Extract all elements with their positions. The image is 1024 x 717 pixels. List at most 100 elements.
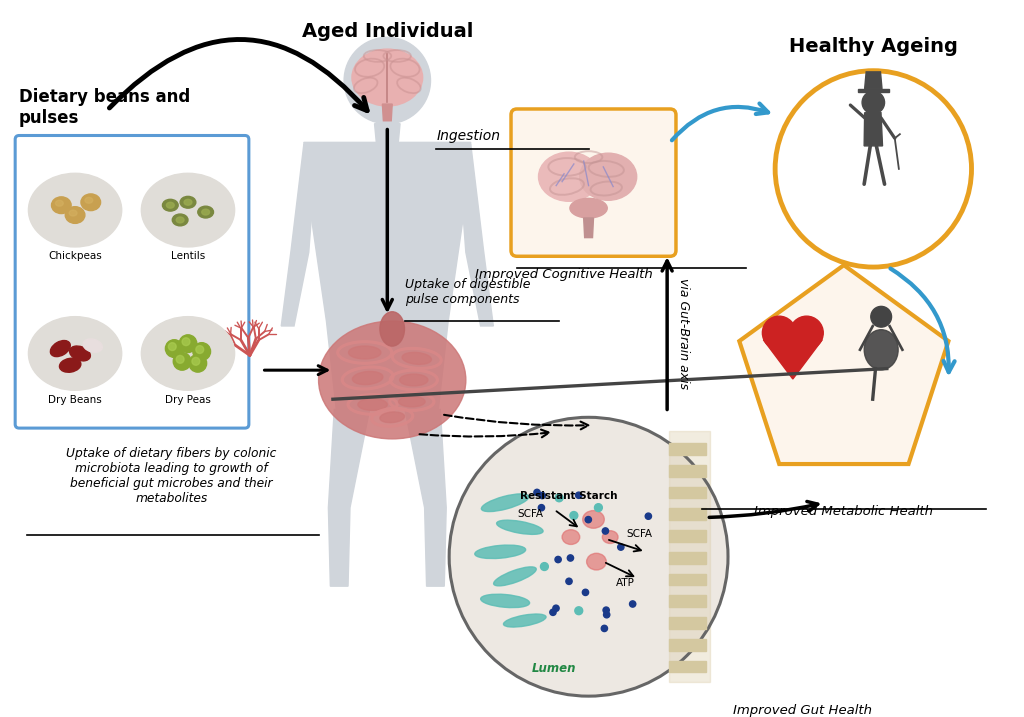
Polygon shape xyxy=(458,144,494,326)
Circle shape xyxy=(176,356,184,364)
Circle shape xyxy=(603,607,609,613)
Ellipse shape xyxy=(587,554,606,570)
Circle shape xyxy=(550,609,556,615)
Circle shape xyxy=(645,513,651,519)
Polygon shape xyxy=(404,409,446,587)
Circle shape xyxy=(555,556,561,563)
Text: Improved Metabolic Health: Improved Metabolic Health xyxy=(755,505,933,518)
Text: Dry Beans: Dry Beans xyxy=(48,395,102,404)
Ellipse shape xyxy=(352,371,383,384)
Circle shape xyxy=(603,612,610,618)
Ellipse shape xyxy=(475,545,525,559)
Circle shape xyxy=(763,316,796,350)
Bar xyxy=(669,574,707,585)
Circle shape xyxy=(601,625,607,632)
Ellipse shape xyxy=(380,312,404,346)
Ellipse shape xyxy=(83,339,102,352)
Ellipse shape xyxy=(480,594,529,607)
Text: Improved Gut Health: Improved Gut Health xyxy=(733,704,871,717)
Text: Ingestion: Ingestion xyxy=(436,130,501,143)
Ellipse shape xyxy=(352,49,423,106)
Ellipse shape xyxy=(562,530,580,544)
Ellipse shape xyxy=(172,214,188,226)
Circle shape xyxy=(166,340,183,357)
Circle shape xyxy=(602,528,608,534)
Text: via Gut-Brain axis: via Gut-Brain axis xyxy=(677,277,690,389)
Circle shape xyxy=(553,605,559,612)
Polygon shape xyxy=(375,124,400,144)
Polygon shape xyxy=(763,340,822,379)
Text: Resistant Starch: Resistant Starch xyxy=(520,491,617,501)
Circle shape xyxy=(870,306,892,327)
Ellipse shape xyxy=(398,397,425,407)
Bar xyxy=(669,443,707,455)
Text: SCFA: SCFA xyxy=(626,529,652,539)
Ellipse shape xyxy=(70,346,90,361)
Circle shape xyxy=(541,563,548,571)
Polygon shape xyxy=(282,144,316,326)
Ellipse shape xyxy=(163,199,178,211)
Ellipse shape xyxy=(66,206,85,224)
Circle shape xyxy=(575,492,582,498)
Ellipse shape xyxy=(864,330,898,370)
Bar xyxy=(669,487,707,498)
Ellipse shape xyxy=(380,412,404,423)
Polygon shape xyxy=(858,89,889,92)
Bar xyxy=(669,595,707,607)
Ellipse shape xyxy=(55,200,63,206)
Ellipse shape xyxy=(85,197,93,203)
Bar xyxy=(669,552,707,564)
Text: SCFA: SCFA xyxy=(517,508,544,518)
Ellipse shape xyxy=(29,174,122,247)
Text: Healthy Ageing: Healthy Ageing xyxy=(788,37,957,56)
Ellipse shape xyxy=(602,531,618,543)
Ellipse shape xyxy=(180,196,196,208)
Circle shape xyxy=(555,494,563,502)
Bar xyxy=(669,639,707,650)
Circle shape xyxy=(189,354,207,372)
Circle shape xyxy=(534,489,540,495)
Ellipse shape xyxy=(494,567,537,586)
Circle shape xyxy=(191,357,200,365)
Ellipse shape xyxy=(348,346,381,359)
Ellipse shape xyxy=(580,153,637,200)
Ellipse shape xyxy=(583,511,604,528)
Bar xyxy=(669,617,707,629)
Circle shape xyxy=(168,343,176,351)
FancyBboxPatch shape xyxy=(511,109,676,256)
Ellipse shape xyxy=(497,520,543,534)
Ellipse shape xyxy=(202,209,210,215)
Text: Lentils: Lentils xyxy=(171,252,205,262)
Ellipse shape xyxy=(504,614,546,627)
Ellipse shape xyxy=(402,352,431,364)
Text: Lumen: Lumen xyxy=(532,663,577,675)
Text: Dietary beans and
pulses: Dietary beans and pulses xyxy=(19,88,190,127)
Text: Uptake of dietary fibers by colonic
microbiota leading to growth of
beneficial g: Uptake of dietary fibers by colonic micr… xyxy=(67,447,276,505)
Bar xyxy=(669,431,711,682)
Ellipse shape xyxy=(357,399,387,410)
Bar xyxy=(669,660,707,673)
Polygon shape xyxy=(739,265,948,464)
Circle shape xyxy=(574,607,583,614)
Circle shape xyxy=(583,589,589,596)
FancyBboxPatch shape xyxy=(15,136,249,428)
Circle shape xyxy=(617,544,624,550)
Ellipse shape xyxy=(399,374,428,386)
Ellipse shape xyxy=(51,197,71,214)
Ellipse shape xyxy=(198,206,214,218)
Polygon shape xyxy=(864,72,882,89)
Circle shape xyxy=(193,343,211,361)
Polygon shape xyxy=(864,113,883,146)
Circle shape xyxy=(179,335,197,353)
Polygon shape xyxy=(382,104,392,120)
Ellipse shape xyxy=(141,317,234,390)
Circle shape xyxy=(862,91,885,114)
Ellipse shape xyxy=(50,341,71,356)
Circle shape xyxy=(196,346,204,353)
Circle shape xyxy=(173,353,190,370)
Text: ATP: ATP xyxy=(616,579,635,589)
Circle shape xyxy=(570,511,578,519)
Circle shape xyxy=(585,516,592,523)
Polygon shape xyxy=(329,409,370,587)
Circle shape xyxy=(566,578,572,584)
